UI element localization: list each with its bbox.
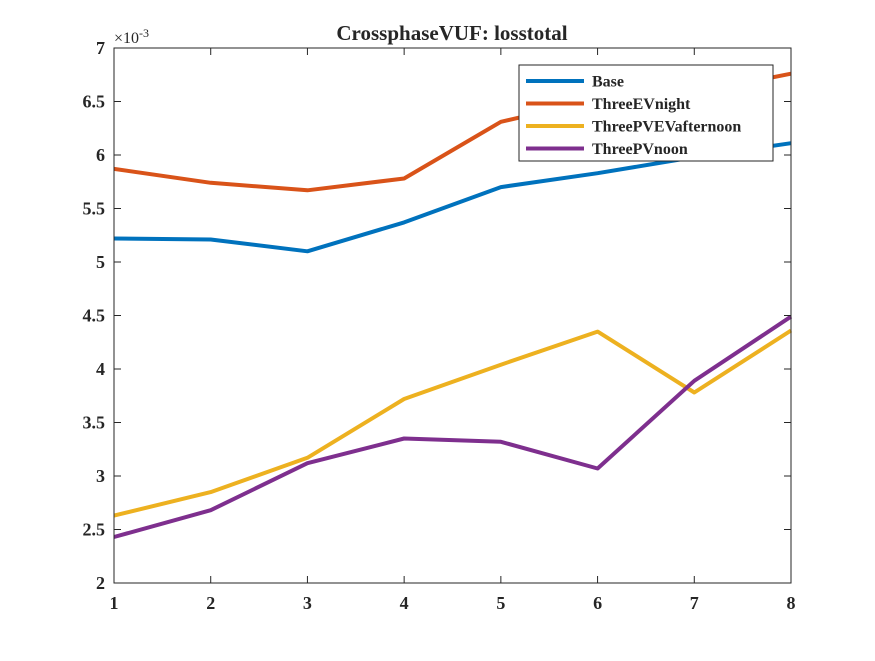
series-line-threepvnoon bbox=[113, 314, 793, 539]
y-tick-label: 2 bbox=[96, 573, 105, 593]
x-tick-label: 2 bbox=[206, 593, 215, 613]
legend-label: ThreeEVnight bbox=[592, 96, 691, 113]
y-axis-exponent: ×10-3 bbox=[114, 26, 149, 47]
x-tick-label: 6 bbox=[593, 593, 602, 613]
y-axis-exponent-power: -3 bbox=[139, 26, 149, 40]
y-tick-label: 4.5 bbox=[83, 306, 106, 326]
legend-label: ThreePVnoon bbox=[592, 141, 688, 158]
x-tick-label: 8 bbox=[787, 593, 796, 613]
y-tick-label: 3 bbox=[96, 466, 105, 486]
series-line-threepvevafternoon bbox=[113, 328, 793, 518]
chart-title: CrossphaseVUF: losstotal bbox=[336, 21, 567, 45]
y-tick-label: 7 bbox=[96, 38, 105, 58]
y-tick-label: 2.5 bbox=[83, 520, 106, 540]
axes-layer: 1 2 3 4 5 6 7 822.533.544.555.566.57 bbox=[83, 38, 796, 613]
legend-label: Base bbox=[592, 74, 624, 91]
x-tick-label: 4 bbox=[400, 593, 409, 613]
legend-label: ThreePVEVafternoon bbox=[592, 119, 741, 136]
y-tick-label: 6 bbox=[96, 145, 105, 165]
y-tick-label: 6.5 bbox=[83, 92, 106, 112]
y-tick-label: 3.5 bbox=[83, 413, 106, 433]
x-tick-label: 3 bbox=[303, 593, 312, 613]
x-tick-label: 1 bbox=[110, 593, 119, 613]
y-tick-label: 5 bbox=[96, 252, 105, 272]
y-tick-label: 5.5 bbox=[83, 199, 106, 219]
x-tick-label: 5 bbox=[496, 593, 505, 613]
y-tick-label: 4 bbox=[96, 359, 105, 379]
y-axis-exponent-base: ×10 bbox=[114, 30, 139, 47]
x-tick-label: 7 bbox=[690, 593, 699, 613]
legend: Base ThreeEVnight ThreePVEVafternoon ThreeP… bbox=[518, 64, 774, 162]
